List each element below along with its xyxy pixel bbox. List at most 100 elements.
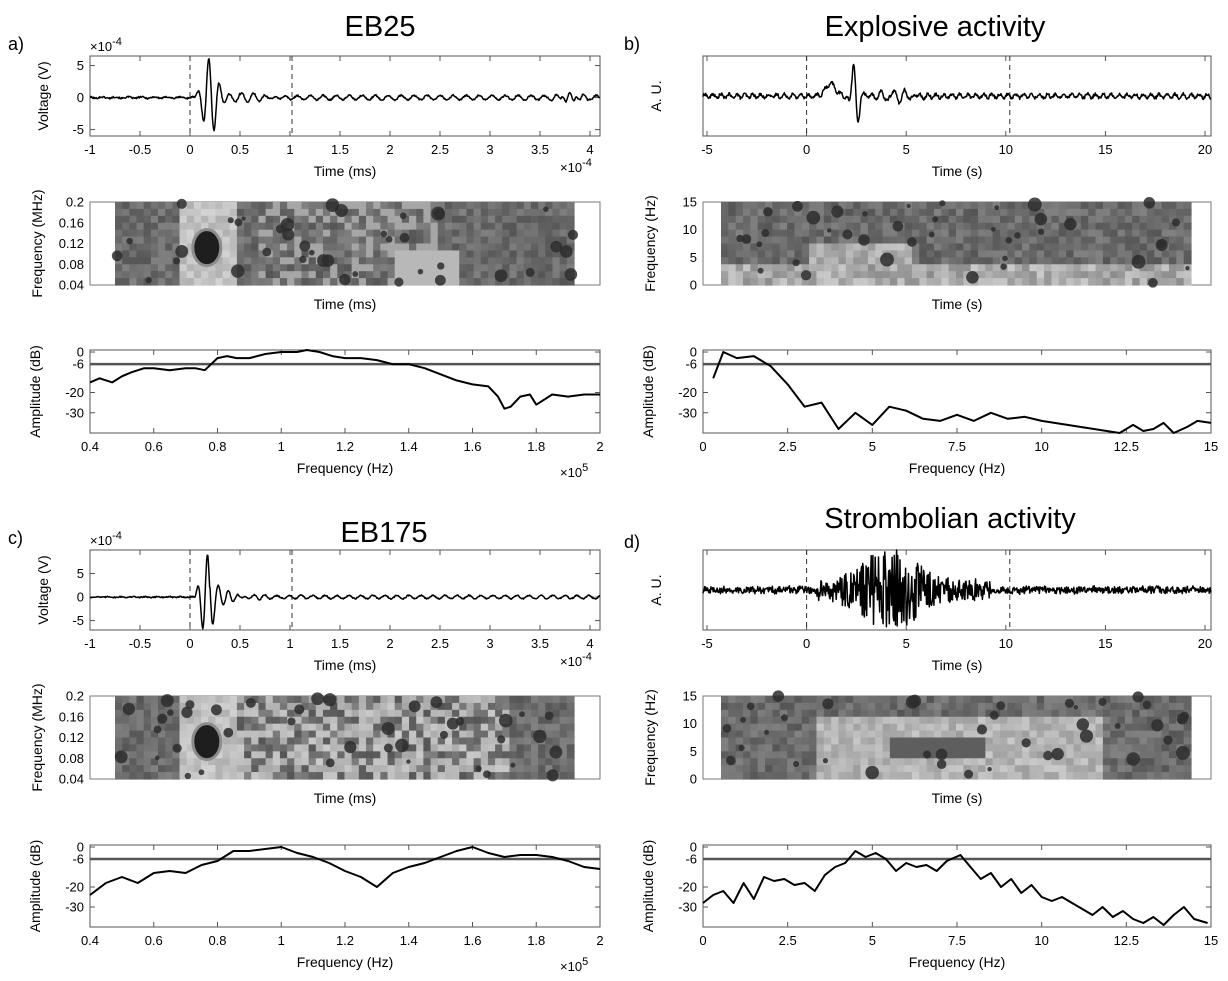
spectrogram-xlabel: Time (s) <box>932 790 983 806</box>
amplitude-xtick-label: 0 <box>699 933 706 948</box>
amplitude-xtick-label: 1.4 <box>400 439 418 454</box>
waveform-xtick-label: 10 <box>999 636 1013 651</box>
amplitude-xtick-label: 2 <box>596 933 603 948</box>
amplitude-xlabel: Frequency (Hz) <box>297 954 393 970</box>
waveform-xtick-label: 4 <box>586 142 593 157</box>
spectrogram-xlabel: Time (ms) <box>314 296 376 312</box>
panel-title: EB175 <box>340 517 427 549</box>
waveform-xtick-label: 5 <box>903 636 910 651</box>
amplitude-xtick-label: 10 <box>1034 933 1048 948</box>
waveform-xtick-label: 0 <box>803 142 810 157</box>
waveform-xlabel: Time (s) <box>932 657 983 673</box>
waveform-xlabel: Time (s) <box>932 163 983 179</box>
waveform-ytick-label: 5 <box>77 566 84 581</box>
amplitude-xtick-label: 0.8 <box>208 933 226 948</box>
spectrogram-image <box>721 690 1192 780</box>
amplitude-spectrum-line <box>89 846 601 896</box>
waveform-xtick-label: 0 <box>186 636 193 651</box>
waveform-xtick-label: 0 <box>186 142 193 157</box>
amplitude-xtick-label: 1.2 <box>336 439 354 454</box>
waveform-ylabel: Voltage (V) <box>35 61 51 130</box>
amplitude-xtick-label: 7.5 <box>948 933 966 948</box>
waveform-xtick-label: 2.5 <box>431 142 449 157</box>
waveform-ytick-label: -5 <box>72 122 84 137</box>
waveform-xtick-label: 1 <box>286 142 293 157</box>
waveform-x-exponent: ×10-4 <box>560 157 592 175</box>
amplitude-xtick-label: 0.8 <box>208 439 226 454</box>
amplitude-ylabel: Amplitude (dB) <box>27 840 43 933</box>
amplitude-ytick-label: -20 <box>65 385 84 400</box>
amplitude-xlabel: Frequency (Hz) <box>909 460 1005 476</box>
waveform-xtick-label: 20 <box>1198 142 1212 157</box>
spectrogram-ytick-label: 5 <box>690 744 697 759</box>
waveform-y-exponent: ×10-4 <box>90 530 122 548</box>
waveform-xtick-label: 15 <box>1098 636 1112 651</box>
spectrogram-ytick-label: 5 <box>690 250 697 265</box>
amplitude-xtick-label: 1.4 <box>400 933 418 948</box>
amplitude-xtick-label: 1.6 <box>463 933 481 948</box>
amplitude-spectrum-line <box>712 351 1212 434</box>
waveform-trace <box>702 549 1212 628</box>
waveform-ytick-label: 0 <box>77 90 84 105</box>
amplitude-ytick-label: -6 <box>72 852 84 867</box>
amplitude-xtick-label: 1 <box>278 439 285 454</box>
waveform-trace <box>89 554 601 630</box>
panel-title: Explosive activity <box>825 11 1046 43</box>
spectrogram-image <box>721 197 1192 288</box>
waveform-xtick-label: -0.5 <box>129 142 151 157</box>
amplitude-xtick-label: 1 <box>278 933 285 948</box>
amplitude-ytick-label: -30 <box>65 405 84 420</box>
waveform-xtick-label: 5 <box>903 142 910 157</box>
spectrogram-ytick-label: 0.04 <box>59 278 84 293</box>
waveform-xtick-label: -1 <box>84 636 96 651</box>
panel-title: EB25 <box>345 11 416 43</box>
amplitude-xtick-label: 15 <box>1204 439 1218 454</box>
amplitude-xlabel: Frequency (Hz) <box>297 460 393 476</box>
waveform-axes <box>89 549 601 631</box>
waveform-ytick-label: -5 <box>72 613 84 628</box>
amplitude-xtick-label: 0.6 <box>145 439 163 454</box>
waveform-xtick-label: -0.5 <box>129 636 151 651</box>
amplitude-xtick-label: 0.4 <box>81 439 99 454</box>
spectrogram-ylabel: Frequency (MHz) <box>29 683 45 791</box>
spectrogram-ytick-label: 0.2 <box>66 689 84 704</box>
amplitude-xlabel: Frequency (Hz) <box>909 954 1005 970</box>
amplitude-ytick-label: -20 <box>65 880 84 895</box>
amplitude-x-exponent: ×105 <box>560 462 588 480</box>
amplitude-ytick-label: -6 <box>685 852 697 867</box>
spectrogram-ytick-label: 15 <box>683 689 697 704</box>
spectrogram-ytick-label: 0.04 <box>59 772 84 787</box>
spectrogram-image <box>114 692 575 782</box>
waveform-xtick-label: 3.5 <box>531 142 549 157</box>
waveform-xtick-label: 2.5 <box>431 636 449 651</box>
amplitude-ylabel: Amplitude (dB) <box>640 345 656 438</box>
waveform-xtick-label: 2 <box>386 142 393 157</box>
amplitude-xtick-label: 1.8 <box>527 933 545 948</box>
waveform-ytick-label: 5 <box>77 58 84 73</box>
amplitude-spectrum-line <box>702 850 1208 926</box>
amplitude-x-exponent: ×105 <box>560 956 588 974</box>
spectrogram-ytick-label: 0 <box>690 278 697 293</box>
amplitude-ylabel: Amplitude (dB) <box>640 840 656 933</box>
amplitude-xtick-label: 0.4 <box>81 933 99 948</box>
amplitude-xtick-label: 1.6 <box>463 439 481 454</box>
amplitude-ytick-label: 0 <box>77 840 84 855</box>
spectrogram-ytick-label: 0.16 <box>59 709 84 724</box>
waveform-x-exponent: ×10-4 <box>560 651 592 669</box>
amplitude-axes <box>89 349 601 434</box>
amplitude-axes <box>89 844 601 928</box>
spectrogram-ylabel: Frequency (Hz) <box>642 689 658 785</box>
amplitude-xtick-label: 10 <box>1034 439 1048 454</box>
waveform-xtick-label: 1.5 <box>331 636 349 651</box>
spectrogram-ytick-label: 15 <box>683 195 697 210</box>
waveform-ylabel: A. U. <box>648 80 664 111</box>
spectrogram-ytick-label: 0.16 <box>59 215 84 230</box>
panel-letter: c) <box>8 528 23 548</box>
panel-c: c) EB175 -1 -0.5 0 0.5 1 1.5 2 2.5 3 3.5 4 -5 0 5 Time (… <box>8 517 604 974</box>
panel-letter: a) <box>8 34 24 54</box>
amplitude-ytick-label: 0 <box>77 345 84 360</box>
amplitude-xtick-label: 1.2 <box>336 933 354 948</box>
panel-letter: d) <box>624 532 640 552</box>
waveform-xtick-label: 3 <box>486 142 493 157</box>
